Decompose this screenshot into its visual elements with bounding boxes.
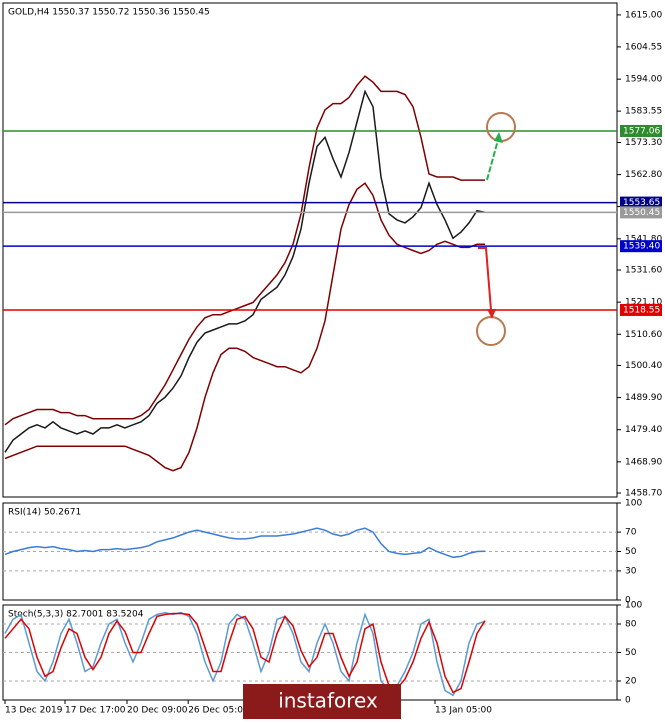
arrow-head	[487, 309, 496, 319]
x-tick-label: 13 Dec 2019	[5, 706, 63, 716]
level-label-box	[620, 196, 662, 209]
y-tick-label: 50	[625, 547, 637, 557]
series-line	[4, 182, 485, 472]
y-tick-label: 1468.90	[625, 457, 662, 467]
panel-title: Stoch(5,3,3) 82.7001 83.5204	[8, 610, 144, 620]
series-line	[4, 611, 486, 697]
y-tick-label: 100	[625, 499, 642, 509]
series-line	[4, 527, 486, 559]
y-tick-label: 1521.10	[625, 298, 662, 308]
y-tick-label: 30	[625, 566, 637, 576]
level-label-box	[620, 124, 662, 137]
y-tick-label: 70	[625, 528, 637, 538]
level-label: 1553.65	[623, 198, 660, 208]
panel-title: GOLD,H4 1550.37 1550.72 1550.36 1550.45	[8, 8, 210, 18]
y-tick-label: 1562.80	[625, 170, 662, 180]
level-label-box	[620, 303, 662, 316]
y-tick-label: 0	[625, 596, 631, 606]
x-tick-label: 13 Jan 05:00	[435, 706, 492, 716]
y-tick-label: 100	[625, 601, 642, 611]
level-label-box	[620, 240, 662, 253]
level-label: 1577.06	[623, 126, 660, 136]
x-tick-label: 20 Dec 09:00	[127, 706, 188, 716]
down-arrow	[478, 247, 492, 311]
y-tick-label: 1489.90	[625, 393, 662, 403]
up-arrow	[486, 139, 499, 181]
y-tick-label: 1479.40	[625, 425, 662, 435]
y-tick-label: 1583.55	[625, 107, 662, 117]
arrow-head	[494, 132, 503, 143]
y-tick-label: 20	[625, 677, 637, 687]
main-panel	[2, 2, 618, 498]
y-tick-label: 1604.55	[625, 42, 662, 52]
level-label-box	[620, 206, 662, 219]
y-tick-label: 1510.60	[625, 330, 662, 340]
y-tick-label: 1541.80	[625, 234, 662, 244]
target-circle	[476, 316, 506, 346]
y-tick-label: 1594.00	[625, 75, 662, 85]
target-circle	[486, 112, 516, 142]
watermark: instaforex	[278, 689, 378, 713]
y-tick-label: 1531.60	[625, 266, 662, 276]
level-label: 1550.45	[623, 208, 660, 218]
y-tick-label: 1573.30	[625, 138, 662, 148]
y-tick-label: 1458.70	[625, 489, 662, 499]
plot-layer: GOLD,H4 1550.37 1550.72 1550.36 1550.45 1…	[3, 8, 662, 716]
series-line	[4, 612, 486, 694]
series-line	[4, 75, 485, 426]
y-tick-label: 1615.00	[625, 10, 662, 20]
y-tick-label: 80	[625, 620, 637, 630]
x-tick-label: 17 Dec 17:00	[65, 706, 126, 716]
y-tick-label: 50	[625, 648, 637, 658]
watermark-box	[243, 684, 401, 719]
series-line	[4, 89, 486, 453]
level-label: 1518.55	[623, 305, 660, 315]
y-tick-label: 0	[625, 696, 631, 706]
panel-title: RSI(14) 50.2671	[8, 508, 81, 518]
y-tick-label: 1500.40	[625, 361, 662, 371]
x-tick-label: 26 Dec 05:00	[188, 706, 249, 716]
level-label: 1539.40	[623, 242, 660, 252]
